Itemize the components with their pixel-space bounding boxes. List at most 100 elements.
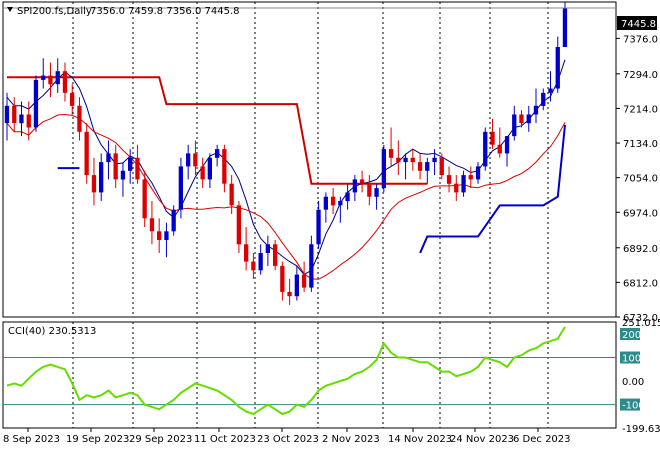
candle-body <box>265 244 270 253</box>
candle-body <box>301 274 307 288</box>
time-tick-label: 29 Sep 2023 <box>129 434 192 445</box>
trailing-stop-line <box>7 76 428 185</box>
candle-body <box>519 114 524 124</box>
candle-body <box>157 231 162 240</box>
collapse-triangle-icon[interactable] <box>7 7 13 12</box>
candle-body <box>26 114 31 128</box>
candle-body <box>287 291 292 297</box>
cci-level-tag <box>620 398 640 411</box>
candle-body <box>142 179 147 219</box>
price-tick-label: 7214.0 <box>623 104 658 115</box>
candle-body <box>381 149 386 188</box>
price-tick-label: 6812.0 <box>623 278 658 289</box>
candle-body <box>99 162 104 193</box>
cci-tick-label: 100 <box>622 354 641 365</box>
fast-moving-average-line <box>6 59 566 276</box>
candle-body <box>120 170 126 180</box>
candle-body <box>562 8 568 48</box>
candle-body <box>91 175 97 193</box>
price-tick-label: 7134.0 <box>623 139 658 150</box>
candle-body <box>497 144 502 154</box>
candle-body <box>403 157 408 163</box>
cci-tick-label: -100 <box>622 401 645 412</box>
time-tick-label: 11 Oct 2023 <box>194 434 256 445</box>
candle-body <box>374 188 379 197</box>
candle-body <box>294 274 299 297</box>
candle-body <box>396 157 401 163</box>
candle-body <box>490 131 495 145</box>
candle-body <box>468 175 473 180</box>
time-tick-label: 23 Oct 2023 <box>257 434 319 445</box>
candle-body <box>84 131 89 176</box>
candle-body <box>128 157 133 171</box>
candle-body <box>410 157 415 163</box>
candle-body <box>330 196 336 206</box>
candle-body <box>388 149 394 158</box>
candle-body <box>526 114 531 124</box>
candle-body <box>106 153 111 163</box>
candle-body <box>425 162 430 171</box>
candle-body <box>555 47 560 89</box>
current-price-tag <box>617 16 657 30</box>
candle-body <box>323 196 328 210</box>
candle-body <box>352 179 357 193</box>
candle-body <box>446 175 452 184</box>
chart-title: SPI200.fs,Daily <box>17 6 92 17</box>
cci-tick-label: -199.639 <box>622 424 660 435</box>
candle-body <box>19 114 24 124</box>
candle-body <box>33 79 39 128</box>
ohlc-readout: 7356.0 7459.8 7356.0 7445.8 <box>90 6 240 17</box>
time-tick-label: 19 Sep 2023 <box>66 434 129 445</box>
candle-body <box>244 244 249 262</box>
price-tick-label: 6974.0 <box>623 208 658 219</box>
price-tick-label: 6892.0 <box>623 244 658 255</box>
cci-axis: 251.0156200 100 0.00 -100 -199.639 <box>620 318 660 435</box>
slow-moving-average-line <box>6 113 566 280</box>
candle-body <box>113 153 118 180</box>
candle-body <box>316 209 321 245</box>
candle-body <box>367 183 372 197</box>
candle-body <box>475 166 481 180</box>
time-tick-label: 6 Dec 2023 <box>513 434 571 445</box>
candle-body <box>251 261 256 271</box>
candle-body <box>309 244 314 288</box>
candle-body <box>533 105 539 115</box>
time-axis: 8 Sep 2023 19 Sep 2023 29 Sep 2023 11 Oct 2… <box>3 428 571 445</box>
support-segment <box>419 124 566 254</box>
candle-body <box>171 209 176 232</box>
price-axis: 7376.0 7294.0 7214.0 7134.0 7054.0 6974.0 6892… <box>616 34 658 324</box>
candle-body <box>62 71 68 93</box>
candle-body <box>454 183 459 193</box>
time-tick-label: 24 Nov 2023 <box>450 434 514 445</box>
price-panel-frame <box>2 1 617 318</box>
cci-tick-label: 200 <box>622 330 641 341</box>
candle-body <box>280 265 285 292</box>
stop-path <box>7 76 428 185</box>
candle-body <box>229 183 234 206</box>
candle-body <box>193 153 198 167</box>
candle-body <box>48 75 53 85</box>
candle-body <box>222 149 227 184</box>
time-tick-label: 2 Nov 2023 <box>322 434 380 445</box>
candle-body <box>483 131 488 167</box>
candle-body <box>258 253 263 271</box>
cci-title: CCI(40) 230.5313 <box>8 326 96 337</box>
candle-body <box>4 105 10 124</box>
candle-body <box>178 166 183 210</box>
candle-body <box>41 75 46 80</box>
candle-body <box>149 218 155 232</box>
candle-body <box>207 157 212 180</box>
cci-tick-label: 251.0156 <box>622 318 660 329</box>
candle-body <box>504 136 510 154</box>
cci-level-tag <box>620 351 640 364</box>
candle-body <box>12 105 17 124</box>
cci-line <box>6 326 566 416</box>
cci-level-tag <box>620 327 640 340</box>
support-line <box>57 124 566 254</box>
price-tick-label: 7054.0 <box>623 174 658 185</box>
cci-tick-label: 0.00 <box>622 377 644 388</box>
current-price-label: 7445.8 <box>621 19 656 30</box>
candle-body <box>77 105 82 132</box>
candle-body <box>439 157 444 176</box>
